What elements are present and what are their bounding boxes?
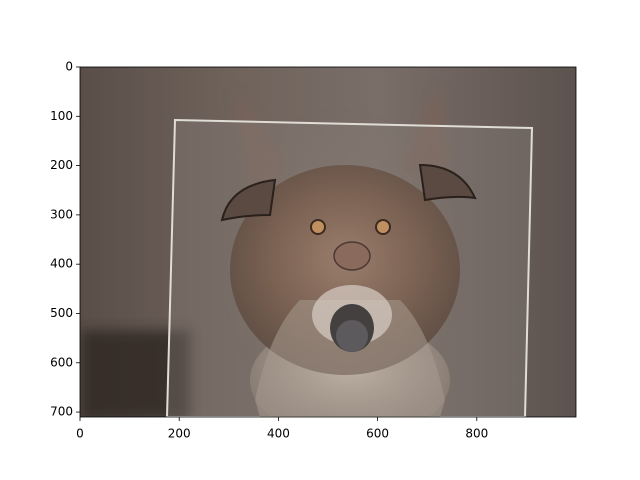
y-tick-label: 300	[50, 207, 73, 221]
x-tick-label: 400	[267, 427, 290, 441]
x-tick-label: 0	[76, 427, 84, 441]
x-tick-label: 600	[366, 427, 389, 441]
x-tick-label: 200	[168, 427, 191, 441]
y-tick-label: 700	[50, 405, 73, 419]
y-tick-label: 400	[50, 257, 73, 271]
image	[80, 67, 576, 417]
x-tick-label: 800	[465, 427, 488, 441]
y-tick-label: 0	[65, 60, 73, 74]
y-tick-label: 100	[50, 109, 73, 123]
y-tick-label: 500	[50, 306, 73, 320]
y-tick-label: 200	[50, 158, 73, 172]
axes-frame	[79, 66, 577, 418]
y-tick-label: 600	[50, 355, 73, 369]
